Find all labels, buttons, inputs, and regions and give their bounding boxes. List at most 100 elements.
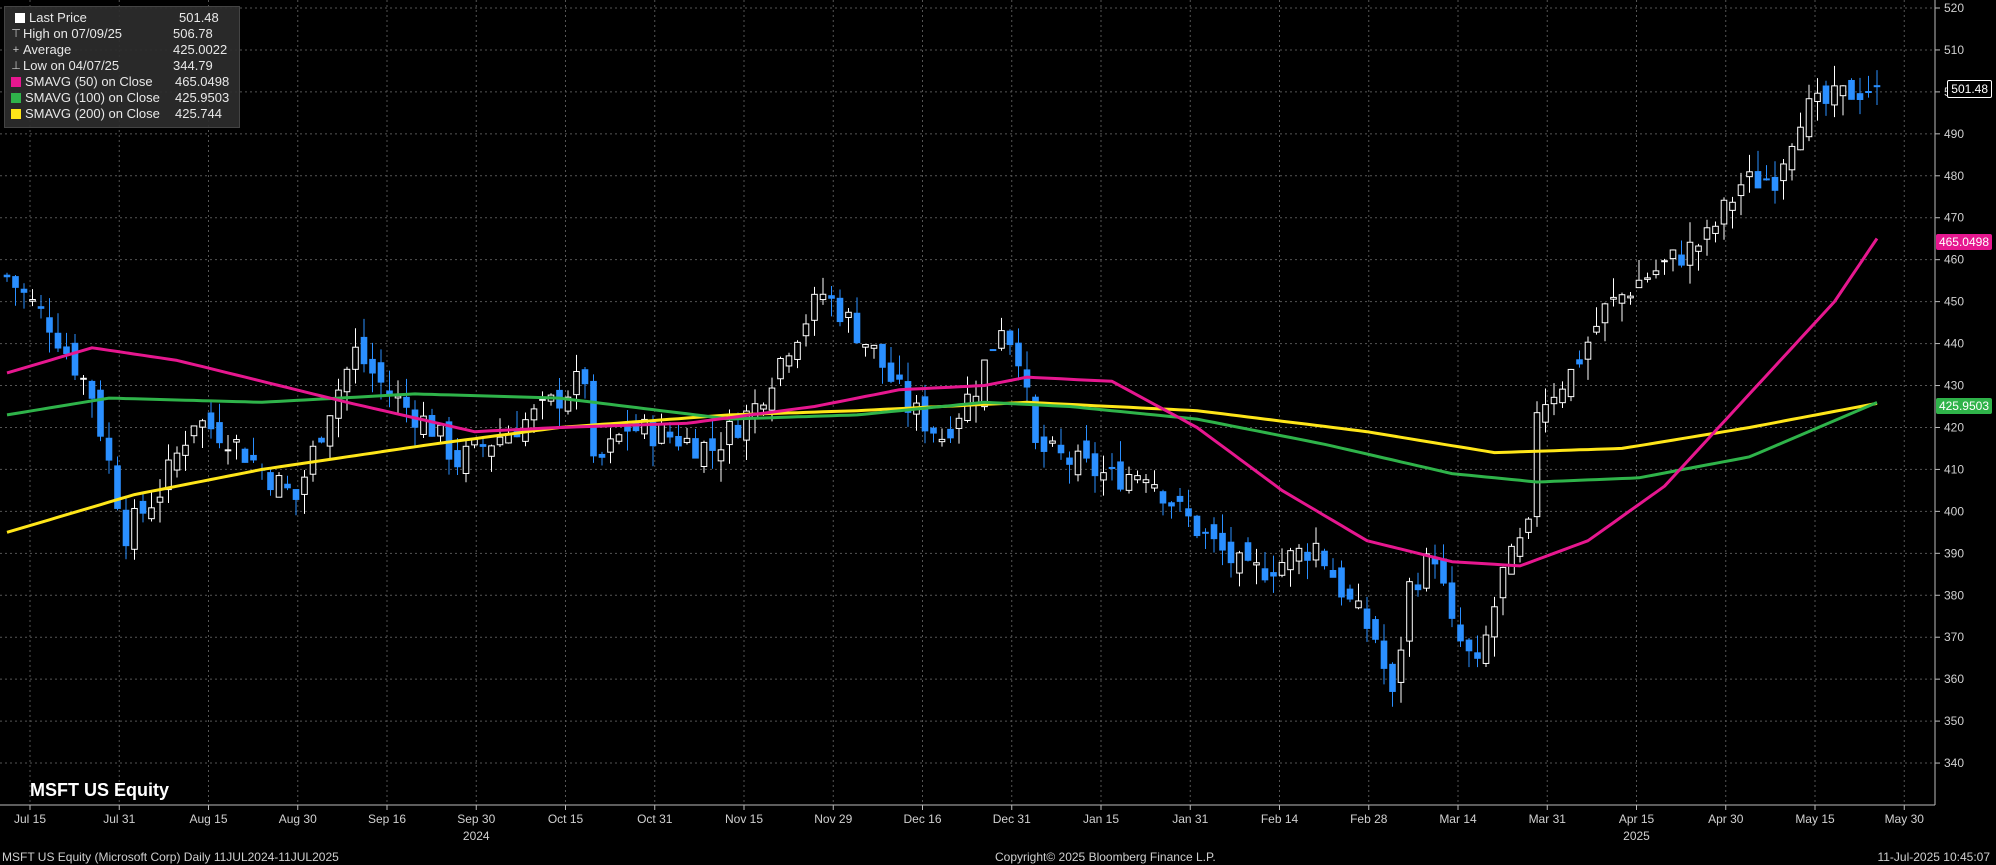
x-tick-label: Aug 15 xyxy=(189,812,227,826)
candle-body-up xyxy=(1125,474,1133,491)
candlestick xyxy=(607,427,614,464)
candle-body-up xyxy=(768,387,776,411)
candlestick xyxy=(326,415,334,459)
candlestick xyxy=(1814,78,1821,121)
candlestick xyxy=(1159,489,1167,516)
candlestick xyxy=(989,349,997,352)
footer-copyright: Copyright© 2025 Bloomberg Finance L.P. xyxy=(995,850,1216,864)
x-axis: Jul 15 Jul 31 Aug 15 Aug 30 Sep 16 Sep 30 Oct … xyxy=(0,804,1935,843)
legend-item-average: + Average 425.0022 xyxy=(9,42,235,58)
candle-body-up xyxy=(1703,227,1711,240)
candlestick xyxy=(658,413,665,445)
candle-body-up xyxy=(539,398,546,401)
candle-body-up xyxy=(1627,295,1634,299)
candle-body-up xyxy=(1295,547,1303,562)
candle-body-down xyxy=(1346,588,1354,600)
candle-body-down xyxy=(598,453,606,458)
candle-body-down xyxy=(1389,663,1396,692)
candlestick xyxy=(1661,258,1668,275)
candlestick xyxy=(1644,272,1651,283)
candlestick xyxy=(802,314,810,347)
candlestick xyxy=(930,426,937,443)
candlestick xyxy=(1525,517,1532,540)
x-tick-label: Apr 30 xyxy=(1708,812,1744,826)
candle-body-down xyxy=(139,500,147,514)
candlestick xyxy=(1372,616,1379,644)
candlestick xyxy=(1015,328,1022,381)
candle-body-down xyxy=(666,431,674,438)
candle-body-down xyxy=(105,437,113,461)
x-tick-label: May 30 xyxy=(1885,812,1925,826)
candle-body-up xyxy=(1567,368,1575,398)
candle-body-up xyxy=(607,438,614,453)
candle-body-down xyxy=(1015,342,1022,367)
candle-body-up xyxy=(301,476,308,495)
candle-body-up xyxy=(165,459,172,491)
y-tick-label: 450 xyxy=(1944,295,1964,309)
high-marker-icon: ⊤ xyxy=(11,28,21,40)
candle-body-up xyxy=(1652,270,1660,276)
last-price-tag: 501.48 xyxy=(1947,80,1992,98)
candle-body-up xyxy=(717,449,725,462)
candle-body-down xyxy=(267,472,274,491)
x-tick-label: Dec 31 xyxy=(993,812,1031,826)
candlestick xyxy=(1176,487,1184,512)
candle-body-down xyxy=(1771,176,1779,191)
candlestick xyxy=(853,297,861,345)
candle-body-down xyxy=(1448,582,1456,619)
footer-security-info: MSFT US Equity (Microsoft Corp) Daily 11… xyxy=(2,850,339,864)
candlestick xyxy=(1712,221,1719,243)
candle-body-up xyxy=(1669,249,1677,260)
candlestick xyxy=(1771,161,1779,204)
candlestick xyxy=(836,289,844,327)
candlestick xyxy=(955,413,963,444)
legend-value: 425.9503 xyxy=(175,90,230,105)
sma200-line xyxy=(6,400,1878,534)
legend-label: Last Price xyxy=(29,10,87,25)
candle-body-up xyxy=(148,507,155,520)
candlestick xyxy=(105,422,113,474)
y-tick-label: 470 xyxy=(1944,211,1964,225)
candlestick xyxy=(1083,425,1090,463)
candle-body-up xyxy=(352,346,359,370)
footer-timestamp: 11-Jul-2025 10:45:07 xyxy=(1877,850,1990,864)
candle-body-up xyxy=(1499,566,1507,599)
candle-body-down xyxy=(1210,524,1218,540)
candle-body-down xyxy=(88,380,96,399)
candlestick xyxy=(1338,560,1345,606)
candle-body-down xyxy=(1057,444,1065,454)
candle-body-down xyxy=(1678,254,1685,266)
x-tick-label: Jul 31 xyxy=(103,812,135,826)
candlestick xyxy=(1618,292,1626,322)
chart-legend: Last Price 501.48 ⊤ High on 07/09/25 506… xyxy=(4,6,240,128)
candle-body-down xyxy=(904,381,912,413)
candlestick xyxy=(1117,441,1124,492)
candle-body-up xyxy=(641,418,648,435)
candlestick xyxy=(1729,196,1736,229)
y-tick-label: 360 xyxy=(1944,672,1964,686)
candlestick xyxy=(301,470,308,514)
candlestick xyxy=(1040,424,1048,468)
candle-body-down xyxy=(947,428,954,439)
legend-item-low: ⊥ Low on 04/07/25 344.79 xyxy=(9,58,235,74)
candlestick xyxy=(190,425,198,444)
candlestick xyxy=(896,355,903,384)
candlestick xyxy=(1193,514,1201,539)
candle-body-down xyxy=(709,438,716,451)
candle-body-up xyxy=(573,371,580,396)
candlestick xyxy=(377,349,385,400)
candle-body-up xyxy=(1491,606,1498,638)
candle-body-down xyxy=(1865,91,1872,94)
candlestick xyxy=(1210,517,1218,553)
candle-body-down xyxy=(1363,608,1371,629)
candle-body-down xyxy=(1006,330,1014,346)
sma100-line xyxy=(6,392,1878,484)
candlestick xyxy=(887,346,895,384)
candle-body-up xyxy=(420,415,427,435)
candle-body-up xyxy=(1142,479,1150,484)
candlestick xyxy=(258,463,266,480)
candlestick xyxy=(666,422,674,444)
candlestick xyxy=(1125,466,1133,494)
candlestick xyxy=(122,495,130,560)
legend-item-sma100: SMAVG (100) on Close 425.9503 xyxy=(9,90,235,106)
